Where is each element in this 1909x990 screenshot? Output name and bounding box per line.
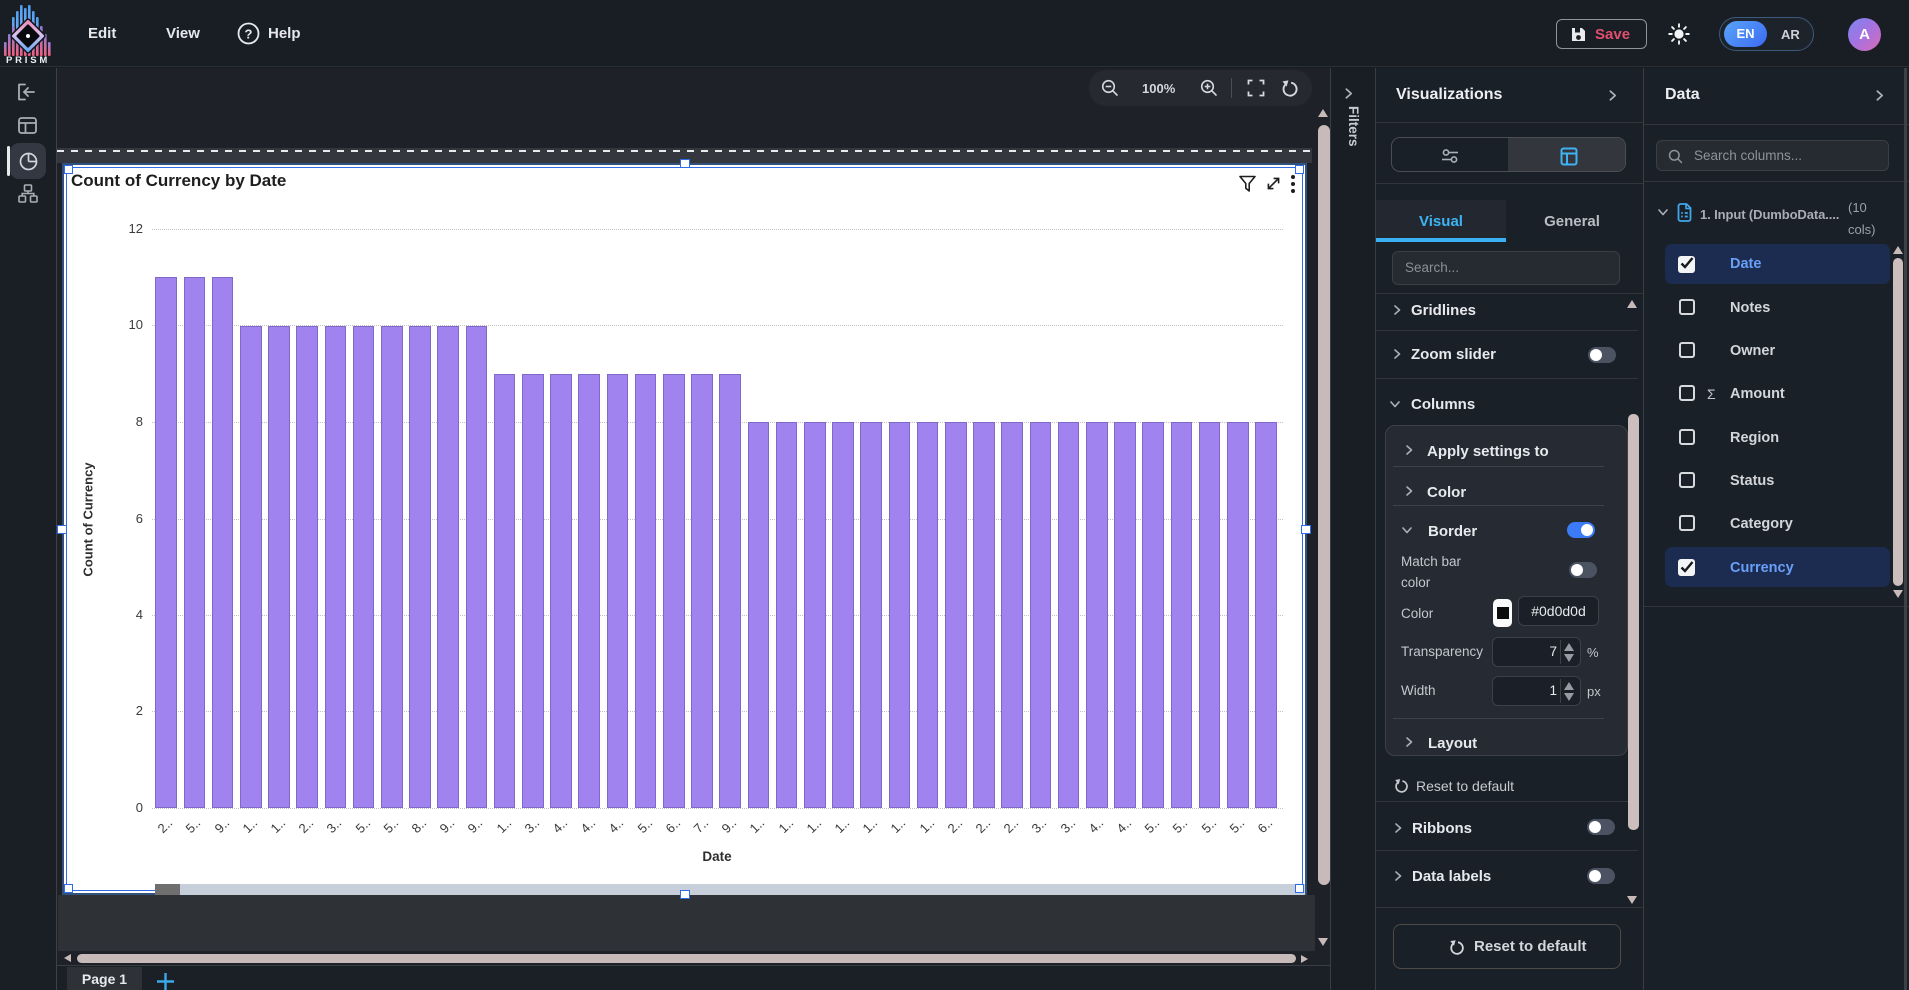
svg-text:PRISM: PRISM bbox=[6, 55, 50, 64]
svg-text:?: ? bbox=[245, 26, 253, 41]
